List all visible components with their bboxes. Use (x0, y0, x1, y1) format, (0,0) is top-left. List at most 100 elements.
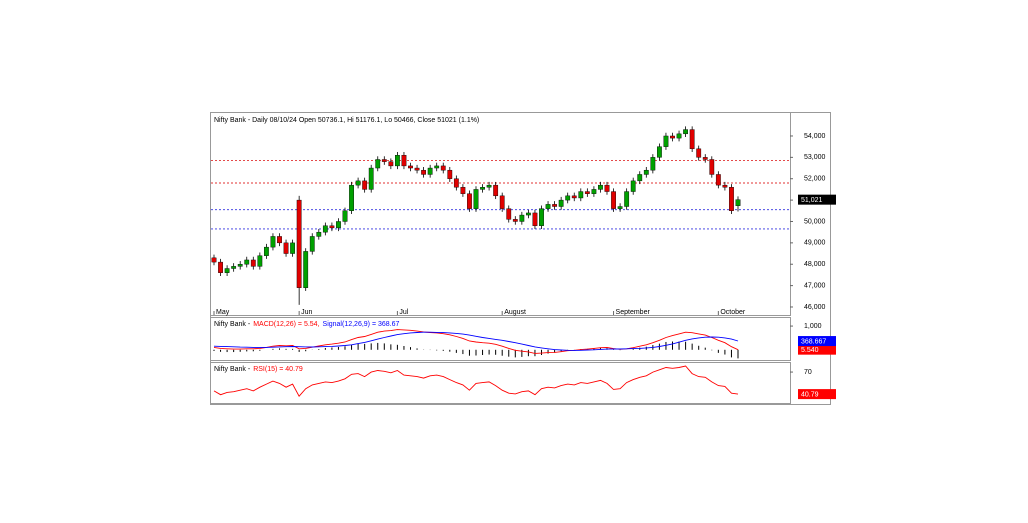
candle-body (388, 161, 394, 167)
candle-body (683, 129, 689, 135)
candle-body (257, 255, 263, 267)
panel-title: Nifty Bank - MACD(12,26) = 5.54, Signal(12… (214, 321, 400, 328)
y-tick-label: 50,000 (804, 218, 826, 225)
candle-body (486, 184, 492, 188)
candle-body (467, 193, 472, 209)
candle-body (617, 206, 623, 209)
candle-body (565, 195, 571, 201)
candle-body (630, 180, 636, 192)
y-tick-label: 48,000 (804, 261, 826, 268)
candle-body (526, 212, 531, 216)
indicator-line (213, 329, 739, 354)
last-value-label: 5.540 (801, 347, 819, 354)
candle-body (552, 204, 558, 207)
candle-body (722, 184, 728, 188)
candle-body (532, 212, 538, 226)
candle-body (499, 195, 505, 209)
candle-body (650, 157, 656, 171)
y-tick-label: 47,000 (804, 282, 826, 289)
candle-body (237, 264, 243, 267)
candle-body (283, 242, 289, 254)
candle-body (440, 165, 446, 171)
candle-body (689, 129, 695, 150)
candle-body (578, 191, 584, 199)
panel (210, 112, 791, 316)
candle-body (322, 225, 328, 233)
candle-body (218, 261, 223, 273)
x-tick-label: Jun (301, 309, 312, 316)
candle-body (539, 208, 544, 226)
candle-body (211, 257, 217, 263)
candle-body (519, 214, 525, 222)
candle-body (408, 165, 413, 169)
candle-body (598, 184, 603, 190)
candle-body (250, 259, 256, 267)
indicator-line (213, 365, 739, 397)
last-value-tag (798, 336, 836, 347)
panel-title: Nifty Bank - RSI(15) = 40.79 (214, 366, 303, 373)
legend-entry: MACD(12,26) = 5.54, (253, 321, 319, 328)
candle-body (296, 199, 302, 288)
candle-body (231, 266, 237, 269)
candle-body (643, 169, 649, 175)
candle-body (309, 236, 315, 252)
candle-body (558, 199, 564, 207)
last-value-label: 40.79 (801, 391, 819, 398)
legend-entry: Signal(12,26,9) = 368.67 (323, 321, 400, 328)
y-tick-label: 46,000 (804, 304, 826, 311)
last-value-tag (798, 344, 836, 355)
candle-body (362, 180, 368, 190)
y-tick-label: 1,000 (804, 323, 822, 330)
x-tick-label: September (616, 309, 651, 316)
candle-body (290, 242, 295, 254)
last-value-label: 368.667 (801, 338, 826, 345)
candle-body (224, 268, 230, 273)
x-tick-label: August (504, 309, 526, 316)
candle-body (670, 135, 675, 139)
candle-body (453, 178, 459, 188)
candle-body (506, 208, 512, 220)
candle-body (460, 187, 466, 194)
last-value-tag (798, 194, 836, 205)
candle-body (729, 187, 734, 211)
candle-body (715, 174, 721, 186)
candle-body (604, 184, 610, 192)
candle-body (368, 167, 374, 190)
candle-body (381, 159, 387, 162)
candle-body (709, 159, 715, 175)
last-value-label: 51,021 (801, 197, 823, 204)
candle-body (342, 210, 348, 222)
candle-body (270, 236, 276, 248)
candle-body (395, 155, 400, 167)
candle-body (480, 187, 485, 190)
candle-body (421, 169, 426, 175)
candle-body (264, 246, 269, 256)
candle-body (473, 189, 479, 209)
candle-body (375, 159, 381, 169)
candle-body (493, 184, 499, 197)
candle-body (637, 174, 643, 182)
candle-body (657, 146, 662, 158)
candle-body (316, 231, 322, 237)
candle-body (696, 148, 702, 158)
candle-body (244, 259, 250, 265)
candle-body (434, 165, 440, 169)
candle-body (735, 199, 741, 206)
y-tick-label: 53,000 (804, 154, 826, 161)
candle-body (349, 184, 354, 211)
candle-body (447, 169, 453, 179)
last-value-tag (798, 389, 836, 400)
candle-body (545, 204, 551, 209)
candle-body (702, 157, 708, 160)
y-tick-label: 52,000 (804, 176, 826, 183)
candle-body (277, 236, 282, 244)
candle-body (414, 167, 420, 171)
panel (210, 362, 791, 404)
x-tick-label: May (216, 309, 230, 316)
candle-body (584, 191, 590, 194)
candle-body (427, 167, 433, 175)
candle-body (571, 195, 577, 199)
